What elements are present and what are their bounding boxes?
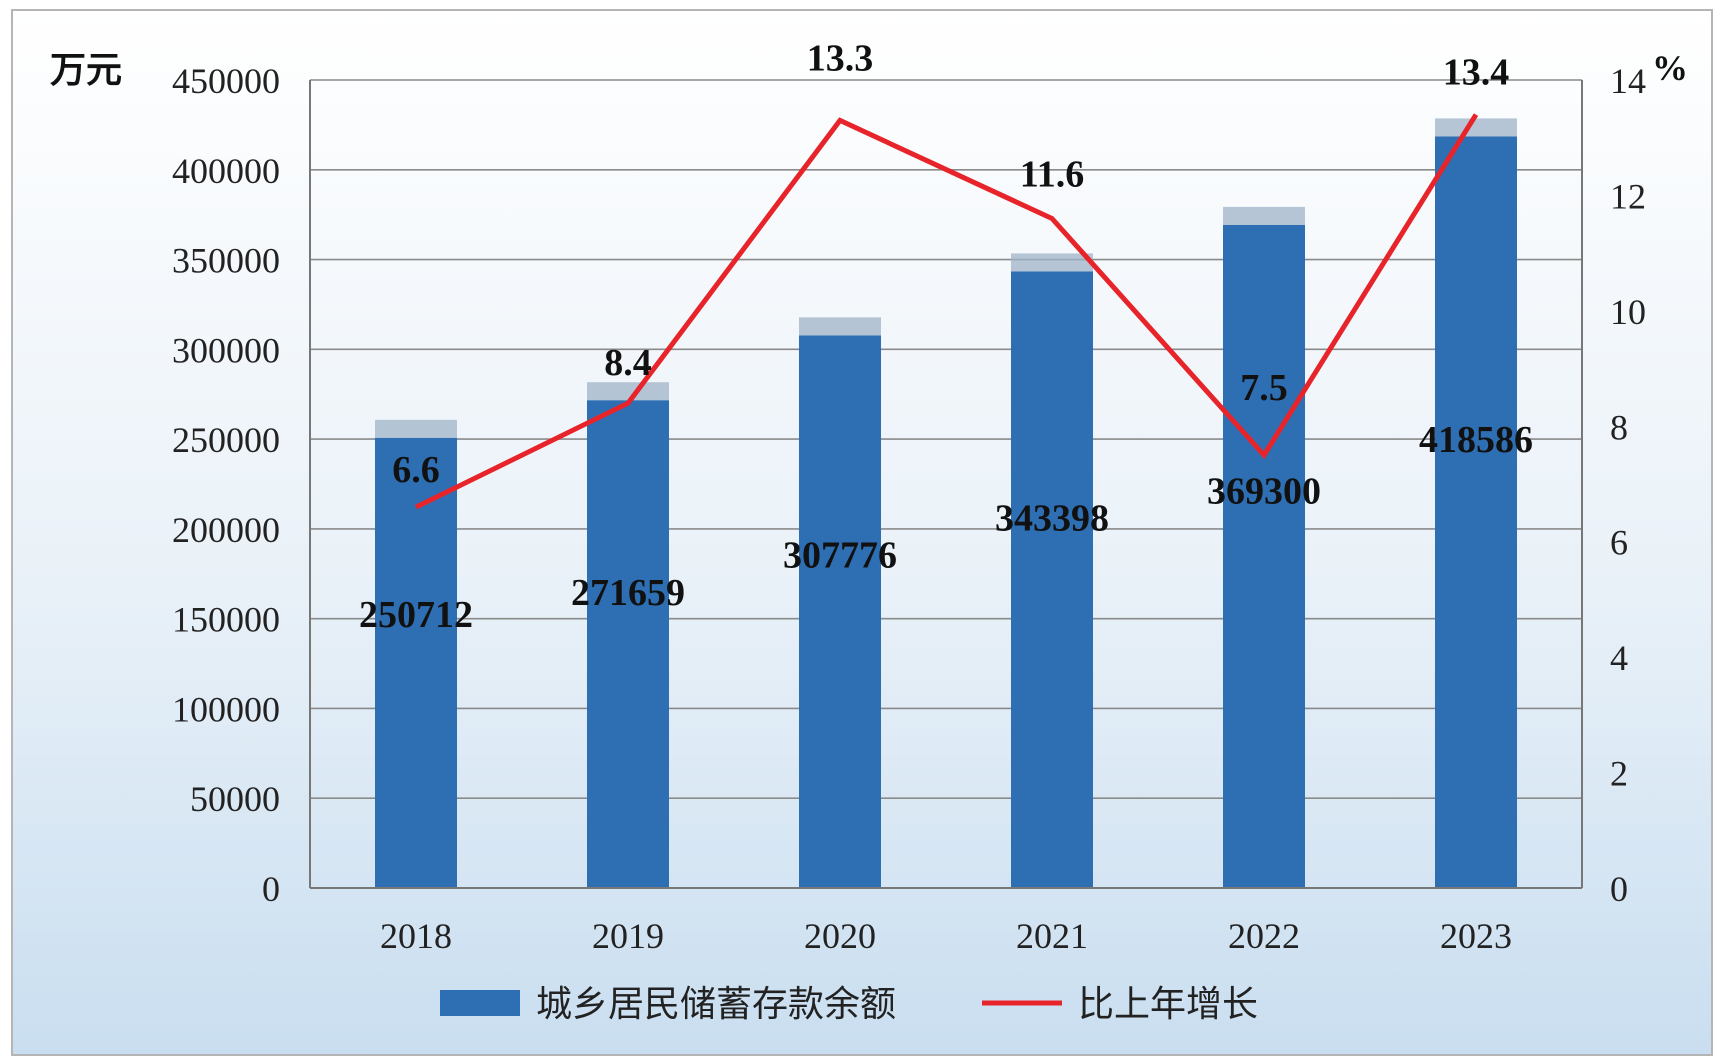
- y-left-tick-label: 150000: [172, 600, 280, 640]
- right-axis-unit: %: [1652, 48, 1688, 88]
- bar: [1435, 136, 1517, 888]
- y-left-tick-label: 300000: [172, 330, 280, 370]
- x-tick-label: 2023: [1440, 916, 1512, 956]
- legend-label-line: 比上年增长: [1078, 984, 1258, 1025]
- left-axis-unit: 万元: [50, 50, 122, 90]
- y-right-tick-label: 0: [1610, 869, 1628, 909]
- y-left-tick-label: 250000: [172, 420, 280, 460]
- gridlines: [310, 79, 1582, 889]
- bar: [587, 400, 669, 888]
- bar-top-shadow: [799, 317, 881, 336]
- bar-data-label: 369300: [1207, 470, 1321, 512]
- y-right-tick-label: 10: [1610, 292, 1646, 332]
- bar-top-shadow: [587, 382, 669, 401]
- bar-data-label: 307776: [783, 534, 897, 576]
- bar-top-shadow: [1435, 118, 1517, 137]
- growth-line: [414, 113, 1479, 510]
- y-right-tick-label: 12: [1610, 176, 1646, 216]
- legend-label-bars: 城乡居民储蓄存款余额: [536, 984, 896, 1025]
- bar-series: 250712 271659 307776 343398 369300 418586: [359, 118, 1533, 889]
- line-data-label: 7.5: [1240, 367, 1288, 409]
- x-tick-label: 2020: [804, 916, 876, 956]
- bar: [1223, 224, 1305, 888]
- axes: 0 50000 100000 150000 200000 250000 300000 3500…: [172, 61, 1646, 956]
- y-right-tick-label: 14: [1610, 61, 1646, 101]
- y-left-tick-label: 450000: [172, 61, 280, 101]
- line-series: 6.6 8.4 13.3 11.6 7.5 13.4: [392, 37, 1510, 510]
- y-left-tick-label: 100000: [172, 689, 280, 729]
- bar-data-label: 250712: [359, 594, 473, 636]
- x-tick-label: 2018: [380, 916, 452, 956]
- bar: [799, 335, 881, 888]
- y-right-tick-label: 4: [1610, 638, 1628, 678]
- y-left-tick-label: 400000: [172, 151, 280, 191]
- y-left-tick-label: 350000: [172, 241, 280, 281]
- legend: 城乡居民储蓄存款余额 比上年增长: [440, 984, 1258, 1025]
- y-left-tick-label: 0: [262, 869, 280, 909]
- bar-data-label: 343398: [995, 497, 1109, 539]
- line-data-label: 11.6: [1020, 154, 1084, 196]
- line-data-label: 6.6: [392, 449, 440, 491]
- line-data-label: 8.4: [604, 342, 652, 384]
- bar-top-shadow: [1011, 253, 1093, 272]
- bar: [1011, 271, 1093, 889]
- y-left-tick-label: 200000: [172, 510, 280, 550]
- x-tick-label: 2019: [592, 916, 664, 956]
- y-right-tick-label: 6: [1610, 523, 1628, 563]
- bar: [375, 437, 457, 888]
- bar-data-label: 271659: [571, 572, 685, 614]
- x-tick-label: 2022: [1228, 916, 1300, 956]
- y-right-tick-label: 8: [1610, 407, 1628, 447]
- x-tick-label: 2021: [1016, 916, 1088, 956]
- bar-top-shadow: [1223, 206, 1305, 225]
- legend-swatch-bars: [440, 990, 520, 1016]
- line-data-label: 13.4: [1443, 52, 1510, 94]
- y-right-tick-label: 2: [1610, 754, 1628, 794]
- bar-top-shadow: [375, 419, 457, 438]
- y-left-tick-label: 50000: [190, 779, 280, 819]
- bar-data-label: 418586: [1419, 419, 1533, 461]
- line-data-label: 13.3: [807, 37, 874, 79]
